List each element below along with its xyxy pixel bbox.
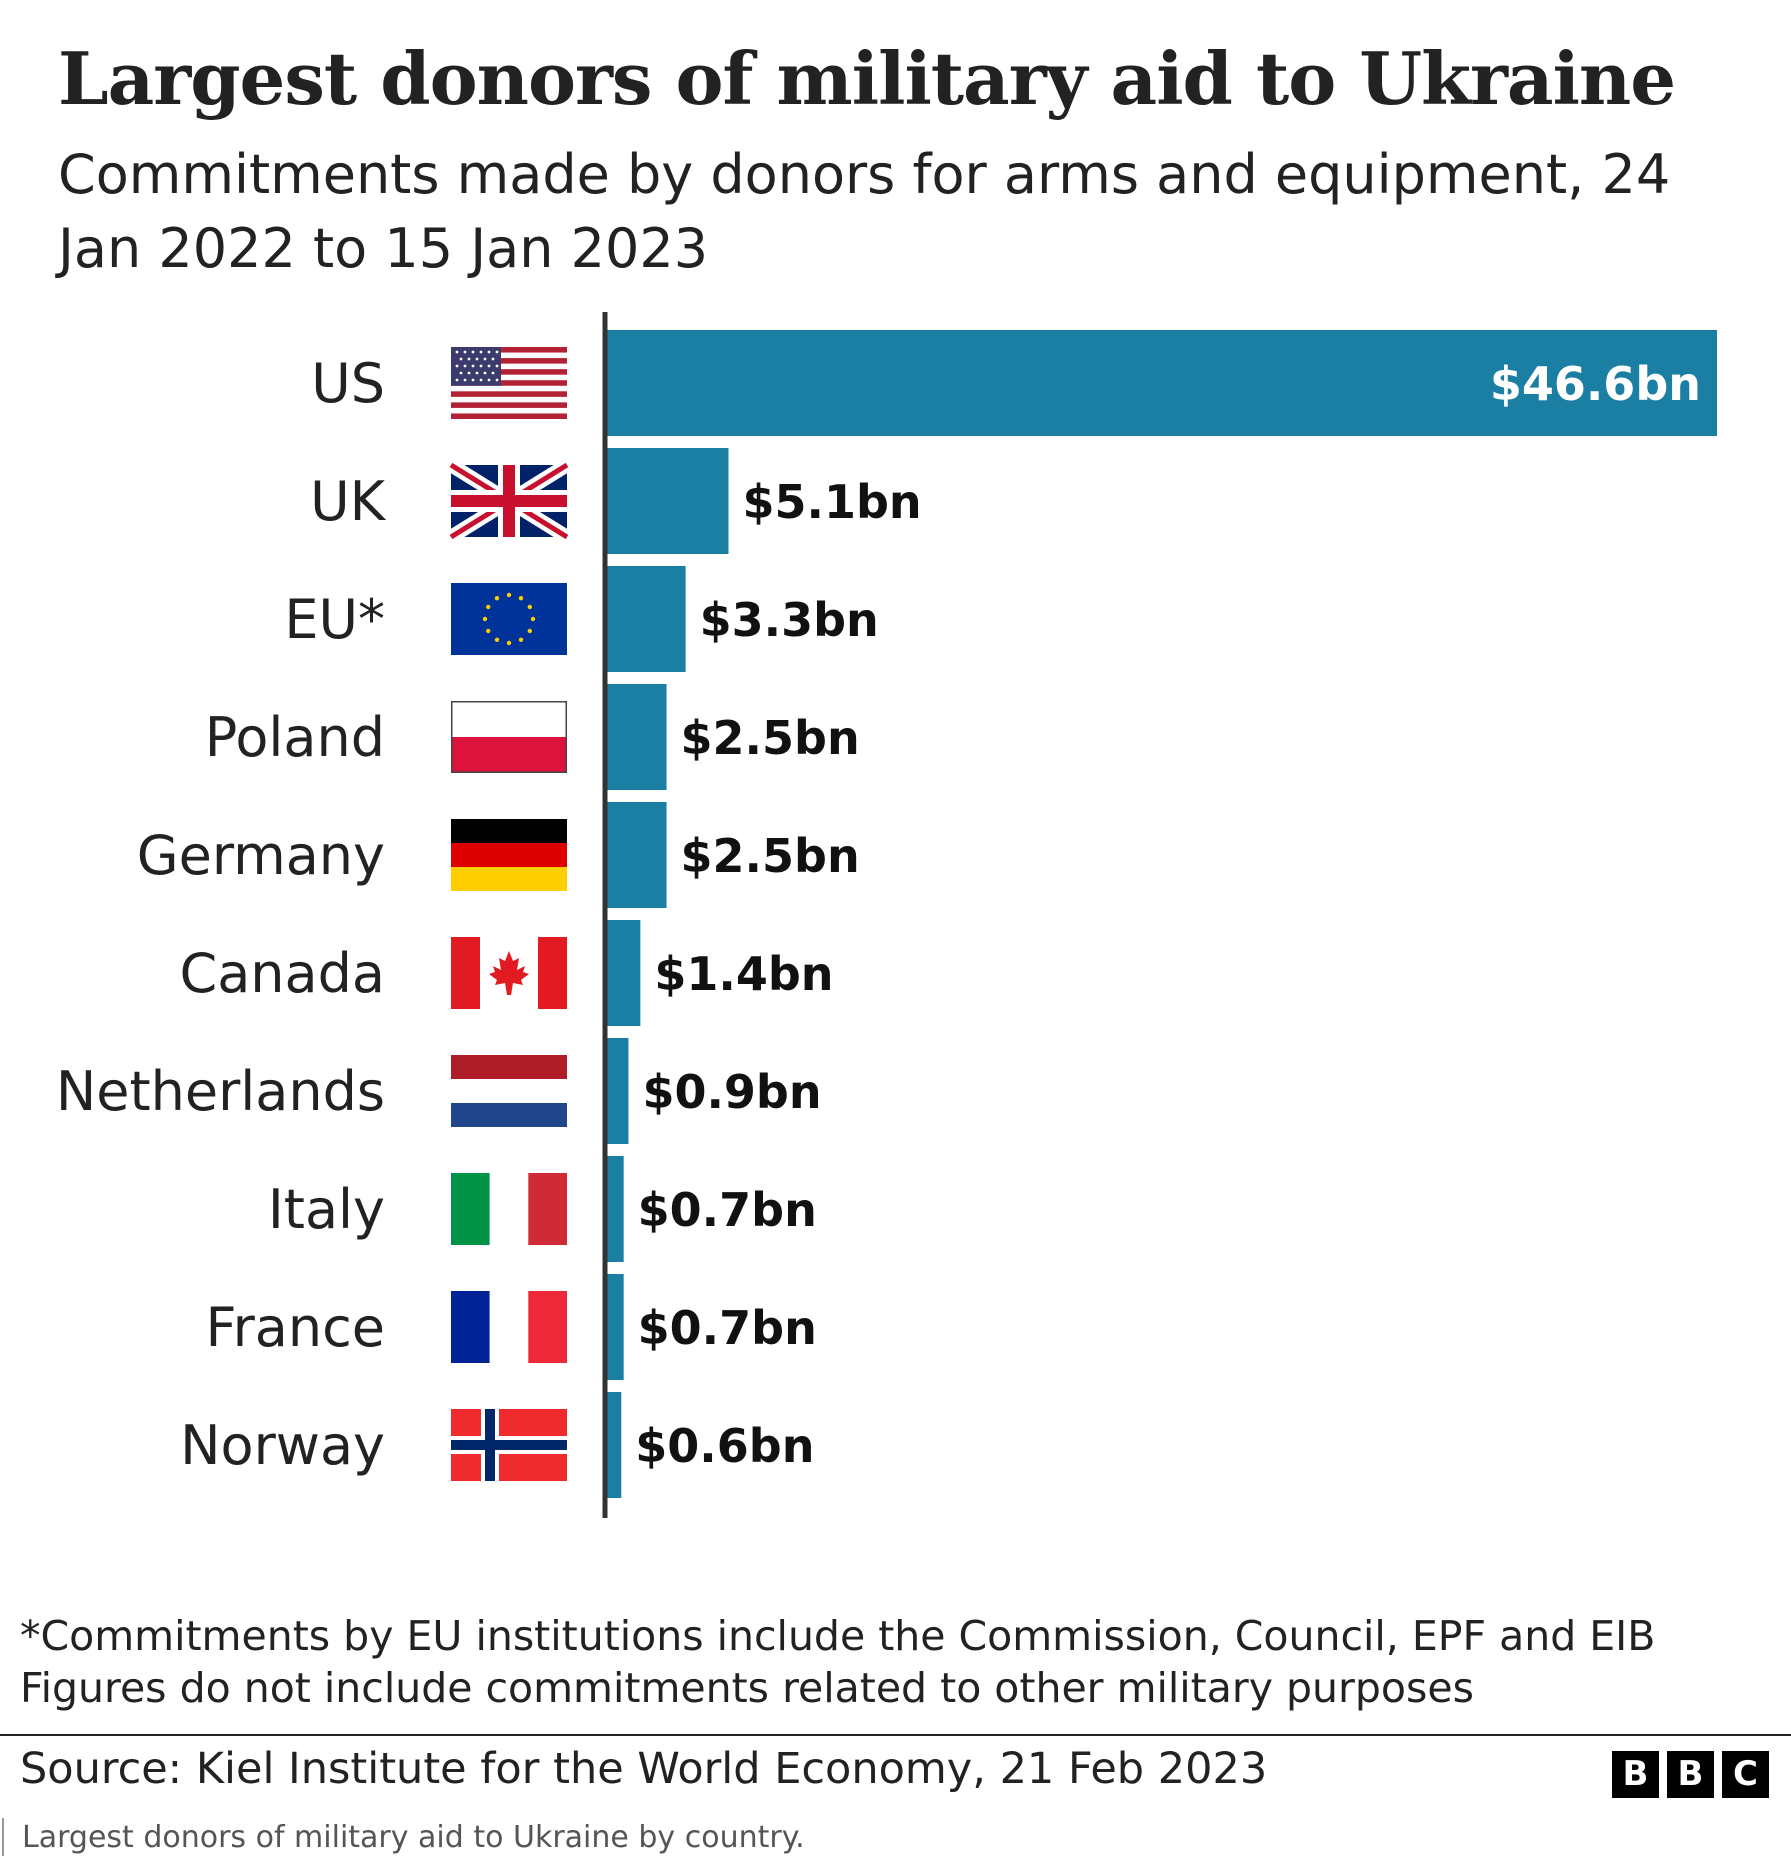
category-label: France: [205, 1296, 385, 1359]
bbc-logo: B B C: [1612, 1751, 1769, 1798]
bbc-logo-letter: C: [1722, 1751, 1769, 1798]
value-label: $0.9bn: [642, 1065, 821, 1119]
category-label: US: [311, 352, 385, 415]
eu-flag-icon: [451, 583, 567, 655]
category-label: Italy: [268, 1178, 385, 1241]
category-label: EU*: [284, 588, 385, 651]
category-label: Norway: [180, 1414, 385, 1477]
footnote-figures: Figures do not include commitments relat…: [20, 1664, 1474, 1712]
chart-title: Largest donors of military aid to Ukrain…: [58, 36, 1676, 121]
image-caption: Largest donors of military aid to Ukrain…: [22, 1820, 805, 1855]
bar: [607, 566, 686, 672]
canada-flag-icon: [451, 937, 567, 1009]
bar: [607, 1038, 629, 1144]
caption-marker: [2, 1818, 4, 1856]
footer-divider: [0, 1734, 1791, 1736]
us-flag-icon: [451, 347, 567, 419]
netherlands-flag-icon: [451, 1055, 567, 1127]
bar: [607, 1392, 622, 1498]
bar: [607, 802, 667, 908]
bar: [607, 684, 667, 790]
value-label: $46.6bn: [1490, 357, 1701, 411]
value-label: $0.7bn: [638, 1301, 817, 1355]
source-text: Source: Kiel Institute for the World Eco…: [20, 1744, 1268, 1794]
norway-flag-icon: [451, 1409, 567, 1481]
value-label: $3.3bn: [700, 593, 879, 647]
uk-flag-icon: [451, 465, 567, 537]
bbc-logo-letter: B: [1612, 1751, 1659, 1798]
category-label: UK: [310, 470, 387, 533]
bar: [607, 1274, 624, 1380]
bbc-logo-letter: B: [1667, 1751, 1714, 1798]
bar-chart: US $46.6bn UK $5.1bn EU* $3.3bn Poland $2.5bn Ge…: [56, 312, 1717, 1518]
category-label: Netherlands: [56, 1060, 385, 1123]
value-label: $5.1bn: [742, 475, 921, 529]
value-label: $2.5bn: [681, 829, 860, 883]
value-label: $0.7bn: [638, 1183, 817, 1237]
bar: [607, 330, 1717, 436]
value-label: $0.6bn: [635, 1419, 814, 1473]
value-label: $1.4bn: [654, 947, 833, 1001]
bar: [607, 448, 729, 554]
bar: [607, 1156, 624, 1262]
chart-subtitle: Commitments made by donors for arms and …: [58, 143, 1671, 280]
value-label: $2.5bn: [681, 711, 860, 765]
category-label: Germany: [137, 824, 385, 887]
italy-flag-icon: [451, 1173, 567, 1245]
france-flag-icon: [451, 1291, 567, 1363]
poland-flag-icon: [450, 700, 568, 774]
germany-flag-icon: [451, 819, 567, 891]
category-label: Poland: [205, 706, 385, 769]
category-label: Canada: [180, 942, 385, 1005]
footnote-eu: *Commitments by EU institutions include …: [20, 1612, 1656, 1660]
bar: [607, 920, 641, 1026]
